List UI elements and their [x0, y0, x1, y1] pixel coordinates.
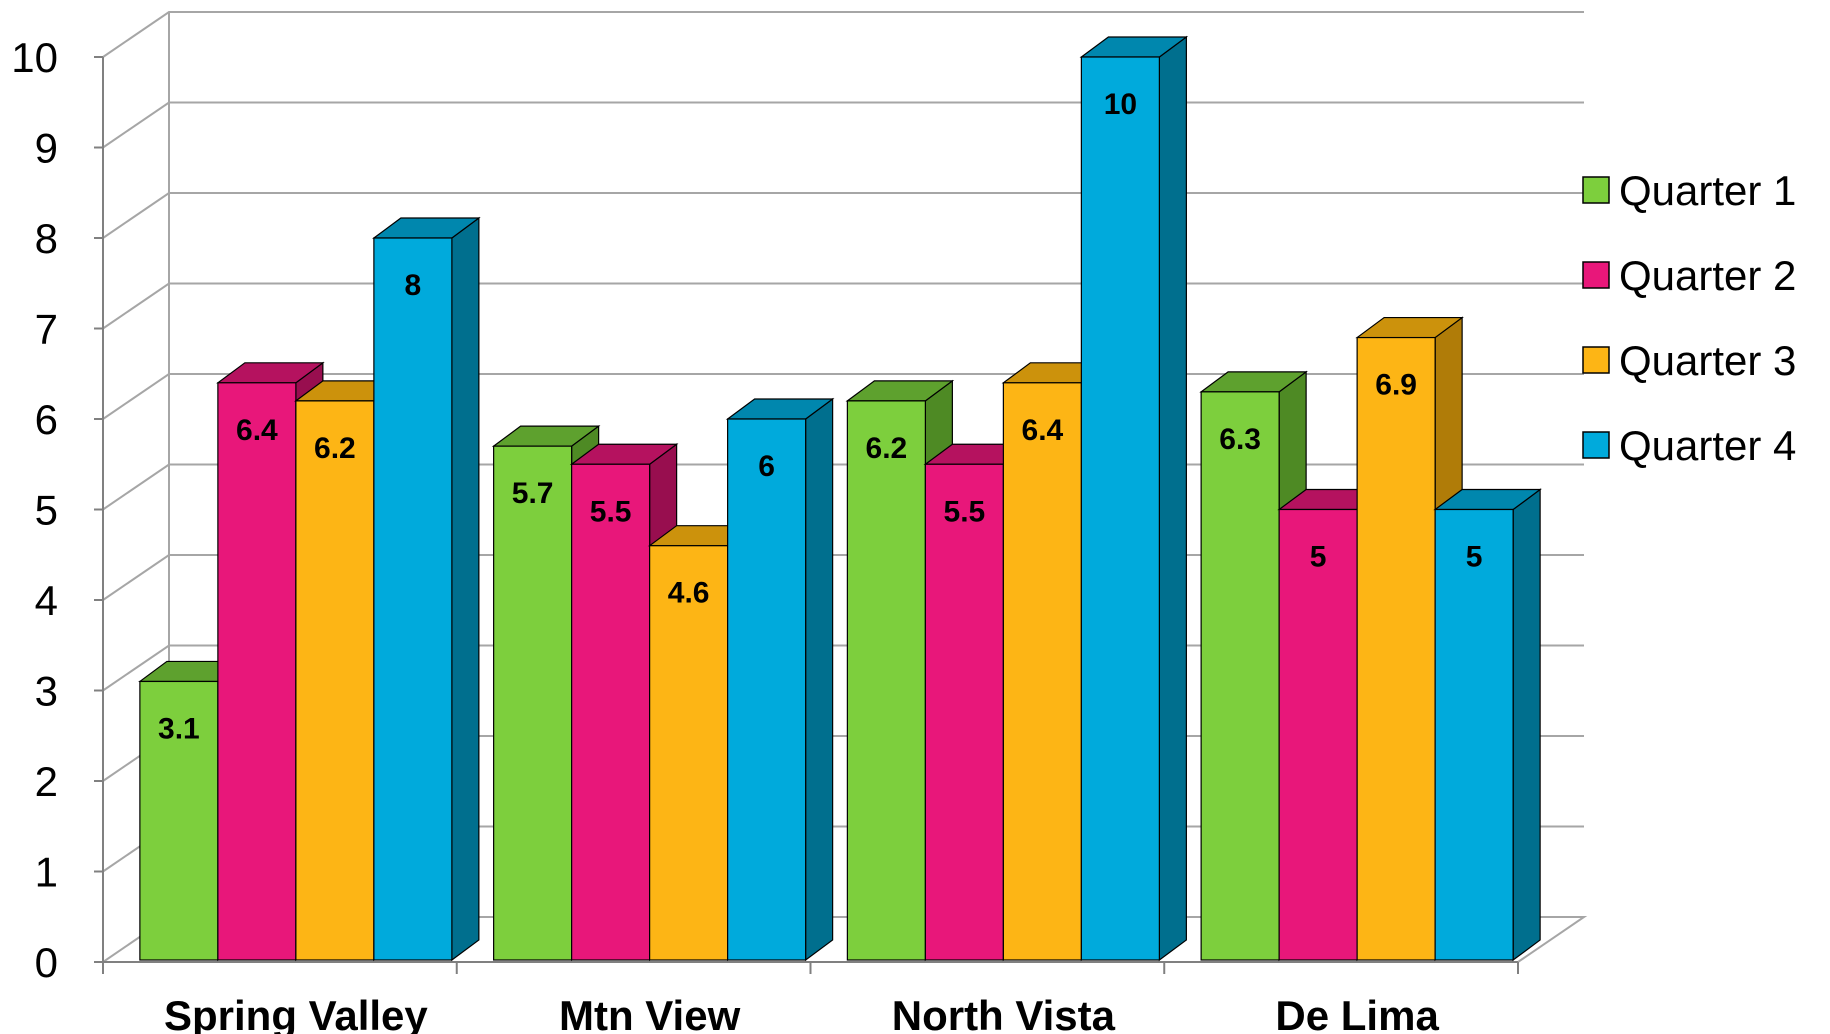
bar: [649, 545, 729, 961]
y-tick-label: 10: [11, 34, 58, 81]
y-tick-label: 1: [35, 849, 58, 896]
legend-swatch: [1582, 431, 1610, 459]
category-label: Mtn View: [559, 992, 741, 1034]
data-labels: 3.1 6.4 6.2 8 5.7 5.5 4.6 6 6.2 5.5 6.4 10 6.3 5 6.9 5: [158, 88, 1482, 745]
y-tick-label: 0: [35, 939, 58, 986]
data-label: 6.2: [314, 432, 356, 465]
y-tick-label: 2: [35, 758, 58, 805]
category-label: North Vista: [892, 992, 1116, 1034]
y-tick-label: 5: [35, 487, 58, 534]
y-tick-label: 7: [35, 306, 58, 353]
data-label: 6.3: [1219, 423, 1261, 456]
bar: [1080, 56, 1160, 961]
bar: [1002, 382, 1082, 961]
bar-side: [805, 397, 834, 962]
bar: [846, 400, 926, 961]
legend-label: Quarter 2: [1619, 252, 1796, 299]
bar: [139, 680, 219, 961]
y-tick-label: 8: [35, 215, 58, 262]
axes: 0 1 2 3 4 5 6 7 8 9 10 Spring Valley Mtn View North V…: [11, 34, 1519, 1034]
bar: [727, 418, 807, 961]
legend-swatch: [1582, 176, 1610, 204]
bar: [1200, 391, 1280, 961]
bar-side: [451, 216, 480, 962]
data-label: 4.6: [668, 577, 710, 610]
legend-swatch: [1582, 261, 1610, 289]
data-label: 10: [1104, 88, 1137, 121]
data-label: 6: [758, 450, 775, 483]
legend-swatch: [1582, 346, 1610, 374]
bar: [924, 463, 1004, 961]
gridline: [102, 11, 1584, 58]
bar-side: [1158, 35, 1187, 962]
category-label: Spring Valley: [164, 992, 428, 1034]
data-label: 6.4: [1022, 414, 1064, 447]
data-label: 8: [405, 269, 422, 302]
legend-label: Quarter 4: [1619, 422, 1796, 469]
legend: Quarter 1 Quarter 2 Quarter 3 Quarter 4: [1582, 167, 1796, 469]
data-label: 5: [1310, 541, 1327, 574]
bar: [1356, 336, 1436, 961]
bar: [493, 445, 573, 961]
bar: [295, 400, 375, 961]
legend-label: Quarter 3: [1619, 337, 1796, 384]
y-tick-label: 9: [35, 125, 58, 172]
y-tick-label: 4: [35, 577, 58, 624]
bars: [138, 35, 1542, 962]
data-label: 5: [1466, 541, 1483, 574]
y-tick-label: 6: [35, 396, 58, 443]
data-label: 6.2: [866, 432, 908, 465]
bar: [571, 463, 651, 961]
data-label: 5.5: [590, 495, 632, 528]
bar: [1434, 508, 1514, 961]
bar: [217, 382, 297, 961]
data-label: 5.5: [944, 495, 986, 528]
bar: [373, 237, 453, 961]
data-label: 6.9: [1375, 369, 1417, 402]
legend-label: Quarter 1: [1619, 167, 1796, 214]
data-label: 3.1: [158, 712, 200, 745]
bar: [1278, 508, 1358, 961]
category-label: De Lima: [1275, 992, 1439, 1034]
data-label: 6.4: [236, 414, 278, 447]
y-tick-label: 3: [35, 668, 58, 715]
data-label: 5.7: [512, 477, 554, 510]
bar-side: [1512, 488, 1541, 962]
